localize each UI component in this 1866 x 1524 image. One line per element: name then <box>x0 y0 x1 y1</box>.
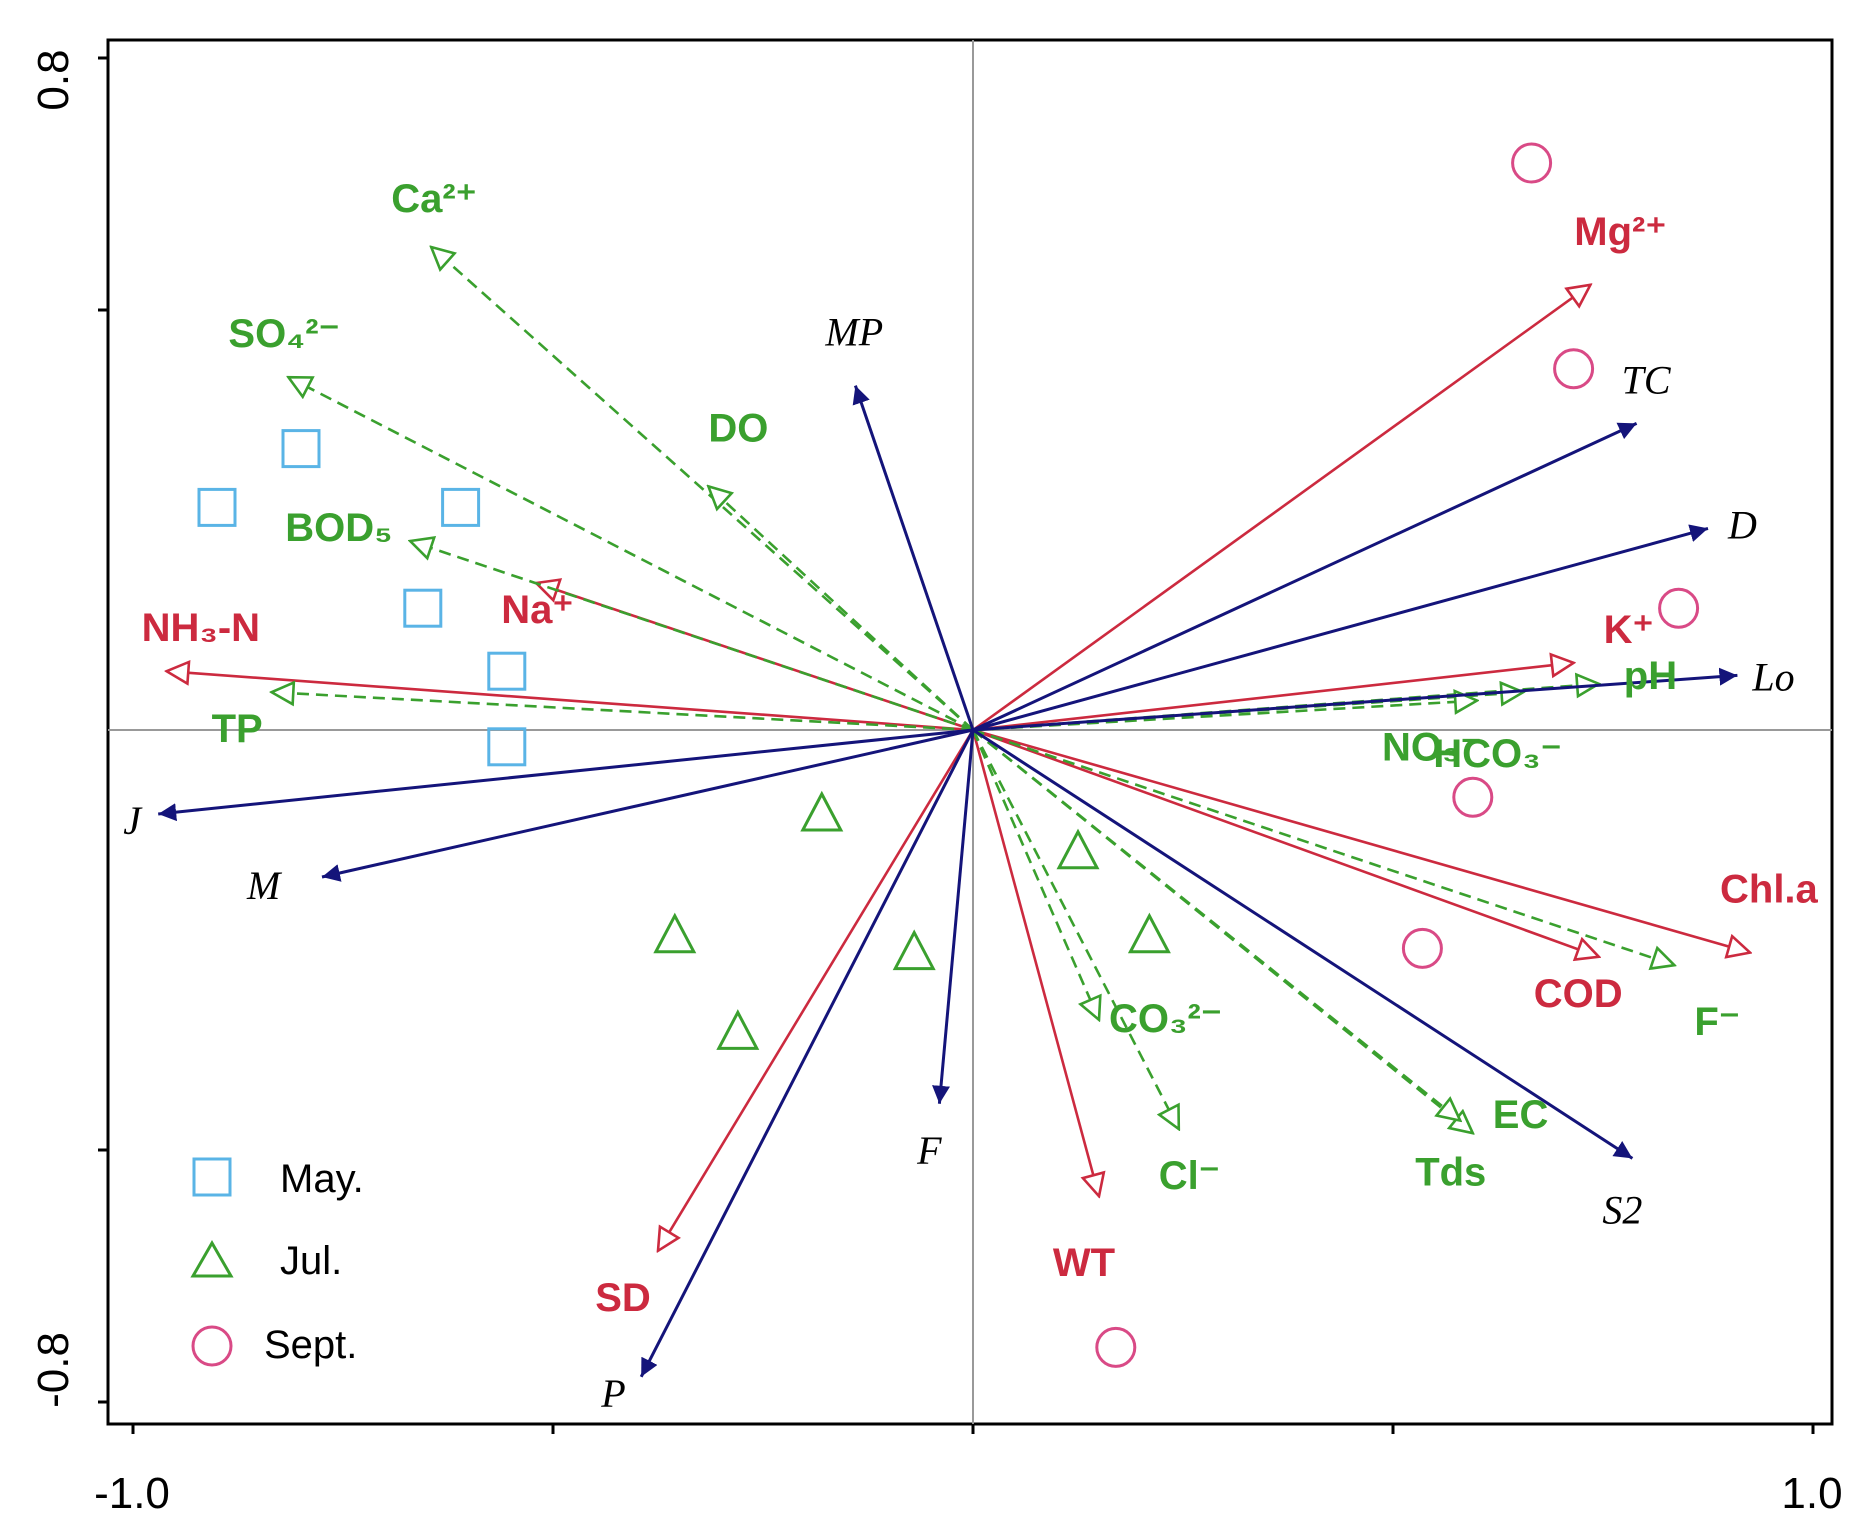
arrow-label-m: M <box>246 863 283 908</box>
sample-point-sept <box>1511 142 1553 184</box>
arrow-s2 <box>972 728 1634 1160</box>
arrow-chl-a <box>972 728 1750 953</box>
arrow-so42 <box>288 377 974 732</box>
arrow-sd <box>658 729 975 1251</box>
y-tick-label-max: 0.8 <box>29 49 78 110</box>
legend: May. Jul. Sept. <box>190 1157 364 1367</box>
sample-point-sept <box>1452 776 1494 818</box>
arrow-label-d: D <box>1727 502 1757 547</box>
arrow-label-f: F <box>916 1128 942 1173</box>
arrow-f <box>972 728 1674 965</box>
arrow-cod <box>972 728 1599 957</box>
arrow-label-tds: Tds <box>1415 1151 1486 1195</box>
sample-point-may <box>487 651 527 691</box>
arrow-label-bod5: BOD₅ <box>285 506 392 550</box>
arrow-label-f: F⁻ <box>1694 1000 1740 1044</box>
sample-point-may <box>403 588 443 628</box>
sample-point-may <box>441 487 481 527</box>
arrow-cl <box>971 729 1179 1129</box>
arrow-label-cod: COD <box>1534 972 1623 1016</box>
arrow-label-j: J <box>123 798 143 843</box>
arrow-mp <box>852 385 975 731</box>
arrow-label-cl: Cl⁻ <box>1159 1154 1220 1198</box>
arrow-tp <box>272 692 974 732</box>
arrow-label-so42: SO₄²⁻ <box>228 312 339 356</box>
arrow-j <box>158 728 974 822</box>
arrow-f <box>932 729 975 1104</box>
arrow-bod5 <box>410 541 974 732</box>
arrow-m <box>321 728 974 882</box>
samples-layer <box>197 142 1700 1368</box>
sample-point-jul <box>800 790 844 832</box>
sample-point-may <box>197 487 237 527</box>
arrow-p <box>639 729 975 1378</box>
arrow-wt <box>971 729 1099 1196</box>
y-tick-label-min: -0.8 <box>29 1332 78 1408</box>
arrow-label-na: Na⁺ <box>501 588 573 632</box>
arrow-label-wt: WT <box>1053 1241 1115 1285</box>
arrows-layer <box>158 247 1750 1378</box>
legend-sept-label: Sept. <box>264 1323 357 1367</box>
arrow-tds <box>972 728 1460 1121</box>
sample-point-jul <box>892 929 936 971</box>
arrow-label-ph: pH <box>1624 654 1677 698</box>
arrow-nh3-n <box>167 671 974 732</box>
arrow-label-s2: S2 <box>1602 1187 1642 1232</box>
legend-jul-marker <box>190 1239 234 1278</box>
labels-layer: Mg²⁺ K⁺ Chl.a COD WT SD NH₃-N Na⁺ Ca²⁺ SO₄²⁻ DO BOD… <box>123 177 1818 1416</box>
arrow-label-ec: EC <box>1493 1093 1549 1137</box>
arrow-ec <box>972 728 1473 1133</box>
arrow-ca2 <box>431 247 974 731</box>
arrow-k <box>972 663 1574 732</box>
plot-frame <box>106 38 1834 1426</box>
arrow-label-hco3: HCO₃⁻ <box>1433 732 1562 776</box>
sample-point-sept <box>1095 1326 1137 1368</box>
sample-point-may <box>281 429 321 469</box>
arrow-label-nh3-n: NH₃-N <box>142 606 260 650</box>
arrow-label-lo: Lo <box>1751 654 1794 699</box>
x-tick-label-max: 1.0 <box>1781 1469 1842 1518</box>
legend-may-label: May. <box>280 1157 364 1201</box>
arrow-lo <box>972 667 1738 732</box>
arrow-tc <box>972 422 1638 732</box>
legend-jul-label: Jul. <box>280 1239 342 1283</box>
sample-point-may <box>487 727 527 767</box>
arrow-label-ca2: Ca²⁺ <box>391 177 477 221</box>
arrow-label-k: K⁺ <box>1604 608 1654 652</box>
arrow-label-p: P <box>600 1371 625 1416</box>
arrow-do <box>708 486 974 731</box>
sample-point-sept <box>1658 587 1700 629</box>
sample-point-jul <box>716 1009 760 1050</box>
sample-point-sept <box>1401 927 1443 969</box>
arrow-co32 <box>971 729 1099 1020</box>
arrow-mg2 <box>972 285 1590 732</box>
arrow-label-chl-a: Chl.a <box>1720 868 1819 912</box>
arrow-label-co32: CO₃²⁻ <box>1109 997 1222 1041</box>
arrow-label-sd: SD <box>595 1276 651 1320</box>
legend-sept-marker <box>191 1325 233 1367</box>
arrow-label-no3: NO₃⁻ <box>1382 726 1482 770</box>
x-tick-label-min: -1.0 <box>94 1469 170 1518</box>
arrow-d <box>972 524 1709 732</box>
arrow-label-do: DO <box>708 406 768 450</box>
sample-point-sept <box>1553 348 1595 390</box>
axis-ticks <box>98 56 1815 1434</box>
arrow-label-tp: TP <box>212 707 263 751</box>
arrow-label-mp: MP <box>824 310 883 355</box>
arrow-label-mg2: Mg²⁺ <box>1574 210 1666 254</box>
sample-point-jul <box>653 912 697 954</box>
sample-point-jul <box>1056 828 1100 870</box>
legend-may-marker <box>192 1157 232 1197</box>
sample-point-jul <box>1127 912 1171 954</box>
arrow-label-tc: TC <box>1622 357 1672 402</box>
